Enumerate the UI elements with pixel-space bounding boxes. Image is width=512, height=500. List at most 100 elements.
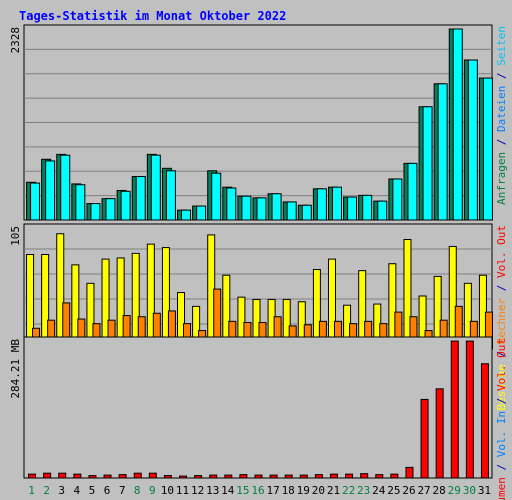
bar-dateien-day-31: [482, 77, 493, 221]
day-label-1: 1: [28, 484, 35, 497]
legend-bottom: Volumen / Vol. In / Vol. Out: [495, 338, 508, 500]
day-label-17: 17: [266, 484, 279, 497]
panel-frame-bottom: [23, 336, 493, 479]
day-label-11: 11: [176, 484, 189, 497]
bar-volumen-day-11: [179, 475, 188, 479]
day-label-24: 24: [372, 484, 386, 497]
bar-volumen-day-2: [43, 472, 52, 479]
bar-dateien-day-16: [256, 197, 267, 221]
bar-dateien-day-30: [467, 59, 478, 221]
bar-volumen-day-25: [390, 473, 399, 479]
bar-volumen-day-4: [73, 473, 82, 479]
day-label-8: 8: [134, 484, 141, 497]
bar-volumen-day-30: [465, 340, 474, 479]
bar-volumen-day-9: [148, 472, 157, 479]
legend-separator: /: [495, 66, 508, 86]
day-label-14: 14: [221, 484, 235, 497]
bar-dateien-day-9: [150, 154, 161, 221]
day-label-10: 10: [161, 484, 174, 497]
bar-dateien-day-13: [211, 172, 222, 221]
bar-volumen-day-29: [450, 340, 459, 479]
day-label-29: 29: [448, 484, 461, 497]
bar-dateien-day-26: [407, 162, 418, 221]
legend-entry: Seiten: [495, 26, 508, 66]
bar-volumen-day-10: [163, 475, 172, 479]
day-label-3: 3: [58, 484, 65, 497]
legend-entry: Rechner: [495, 297, 508, 344]
bar-volumen-day-31: [480, 363, 489, 479]
bar-volumen-day-12: [194, 475, 203, 479]
bar-volumen-day-3: [58, 472, 67, 479]
bar-dateien-day-28: [437, 83, 448, 221]
bar-volumen-day-1: [28, 473, 37, 479]
day-label-18: 18: [282, 484, 295, 497]
bar-dateien-day-15: [241, 195, 252, 221]
bar-dateien-day-27: [422, 106, 433, 221]
bar-volumen-day-26: [405, 466, 414, 479]
panel-bottom: 284.21 MB Volumen / Vol. In / Vol. Out: [9, 336, 508, 500]
bar-dateien-day-24: [377, 200, 388, 221]
bar-volumen-day-24: [375, 474, 384, 479]
bar-volumen-day-20: [314, 474, 323, 479]
day-label-23: 23: [357, 484, 370, 497]
bar-dateien-day-5: [90, 203, 101, 221]
bar-dateien-day-29: [452, 28, 463, 221]
day-label-30: 30: [463, 484, 476, 497]
bar-dateien-day-23: [362, 194, 373, 221]
legend-separator: /: [495, 344, 508, 364]
bar-dateien-day-3: [60, 154, 71, 221]
bar-volumen-day-16: [254, 474, 263, 479]
legend-entry: Vol. In: [495, 411, 508, 457]
legend-entry: Besuche: [495, 364, 508, 410]
bar-dateien-day-4: [75, 184, 86, 221]
legend-entry: Vol. Out: [495, 338, 508, 391]
bar-dateien-day-21: [331, 186, 342, 221]
day-label-31: 31: [478, 484, 491, 497]
chart-title: Tages-Statistik im Monat Oktober 2022: [19, 9, 286, 23]
day-label-4: 4: [74, 484, 81, 497]
day-label-12: 12: [191, 484, 204, 497]
y-max-label-top: 2328: [9, 27, 22, 54]
bar-dateien-day-8: [135, 176, 146, 221]
bar-volumen-day-28: [435, 388, 444, 479]
bar-dateien-day-25: [392, 178, 403, 221]
bar-volumen-day-17: [269, 474, 278, 479]
bar-dateien-day-19: [301, 204, 312, 221]
day-label-26: 26: [402, 484, 415, 497]
legend-middle: Besuche / Rechner / Vol. Out: [495, 225, 508, 410]
bar-volumen-day-6: [103, 474, 112, 479]
bar-dateien-day-2: [45, 160, 56, 221]
day-label-9: 9: [149, 484, 156, 497]
bar-volumen-day-19: [299, 474, 308, 479]
bar-dateien-day-14: [226, 187, 237, 221]
bar-volumen-day-18: [284, 474, 293, 479]
legend-separator: /: [495, 391, 508, 411]
bar-dateien-day-20: [316, 188, 327, 221]
bar-volumen-day-21: [329, 473, 338, 479]
legend-top: Anfragen / Dateien / Seiten: [495, 26, 508, 205]
day-label-21: 21: [327, 484, 340, 497]
day-label-15: 15: [236, 484, 249, 497]
legend-entry: Anfragen: [495, 152, 508, 205]
bar-volumen-day-13: [209, 474, 218, 479]
day-label-20: 20: [312, 484, 325, 497]
bar-dateien-day-1: [30, 182, 41, 221]
bar-dateien-day-10: [165, 170, 176, 221]
bar-volumen-day-15: [239, 474, 248, 479]
bar-volumen-day-5: [88, 475, 97, 479]
bar-volumen-day-22: [345, 473, 354, 479]
bar-volumen-day-7: [118, 474, 127, 479]
day-label-19: 19: [297, 484, 310, 497]
day-label-25: 25: [387, 484, 400, 497]
x-axis-day-labels: 1 2 3 4 5 6 7 8 9 10 11 12 13 14 15 16 17 18 19 20 21 22 23 24 2…: [28, 484, 491, 497]
panel-middle: 105 Besuche / Rechner / Vol. Out: [9, 223, 508, 410]
bar-dateien-day-12: [196, 205, 207, 221]
bar-volumen-day-23: [360, 473, 369, 479]
panel-top: 2328 Anfragen / Dateien / Seiten: [9, 24, 508, 221]
day-label-28: 28: [433, 484, 446, 497]
day-label-6: 6: [104, 484, 111, 497]
day-label-16: 16: [251, 484, 264, 497]
bar-dateien-day-18: [286, 201, 297, 221]
